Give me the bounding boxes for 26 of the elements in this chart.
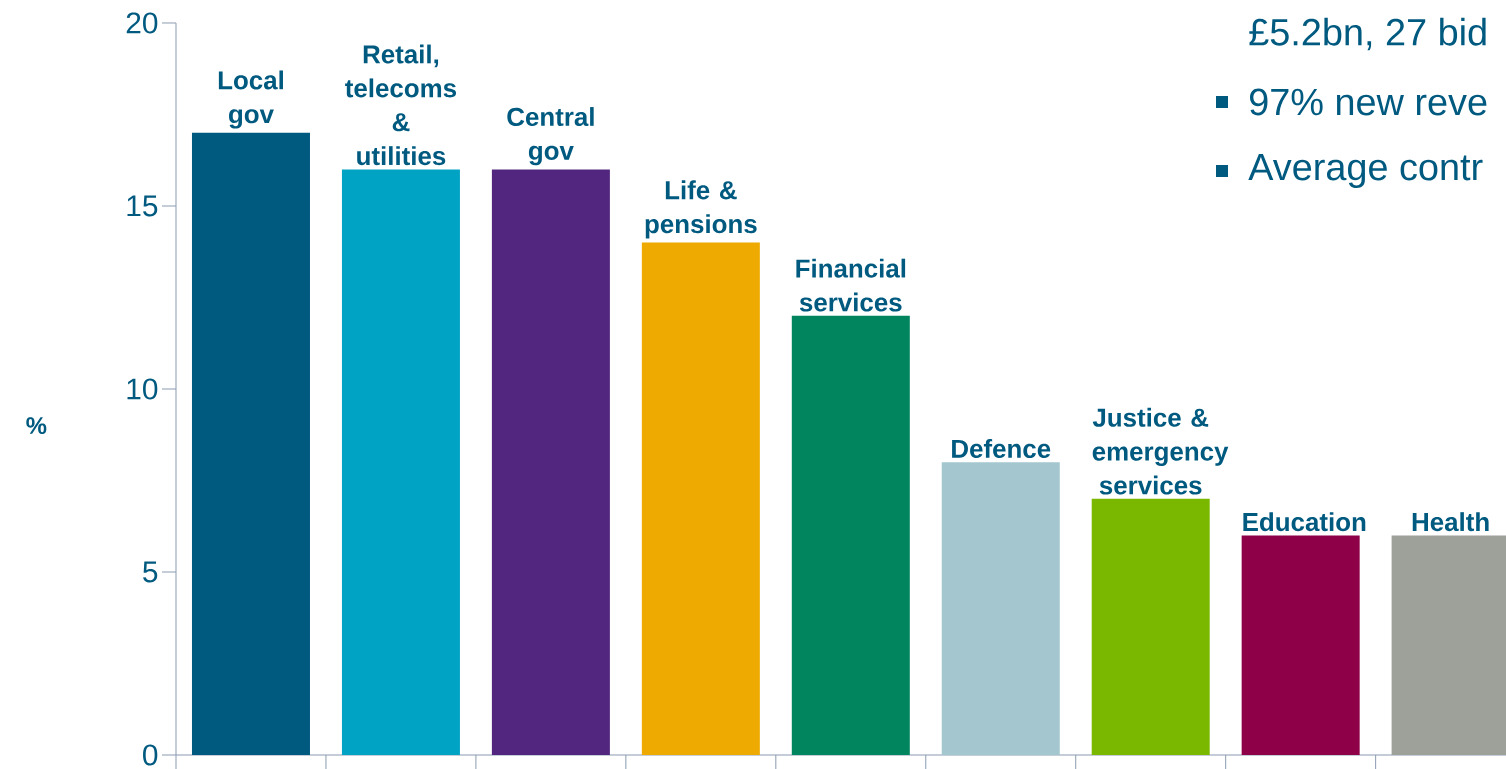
annotation: 97% new reve bbox=[1250, 88, 1487, 116]
bar bbox=[191, 132, 310, 755]
bar bbox=[791, 315, 910, 755]
x-tick-label: Financial services bbox=[796, 258, 906, 312]
y-tick-label: 10 bbox=[127, 378, 158, 400]
y-tick-label: 20 bbox=[126, 12, 158, 34]
x-tick-label: Education bbox=[1243, 512, 1366, 532]
bar bbox=[341, 169, 460, 755]
bar bbox=[1241, 535, 1360, 755]
annotation: £5.2bn, 27 bid bbox=[1249, 17, 1486, 51]
annotation: Average contr bbox=[1248, 154, 1483, 188]
x-tick-label: Retail, telecoms & utilities bbox=[345, 44, 457, 166]
y-tick-label: 0 bbox=[143, 744, 158, 766]
bar bbox=[941, 462, 1060, 755]
bar bbox=[1091, 498, 1210, 755]
bar bbox=[641, 242, 760, 755]
x-tick-label: Justice & emergency services bbox=[1092, 407, 1229, 495]
x-tick-label: Central gov bbox=[507, 107, 594, 166]
y-tick-label: 5 bbox=[143, 561, 158, 583]
y-tick-label: 15 bbox=[127, 195, 158, 217]
y-axis-title: % bbox=[26, 417, 47, 435]
x-tick-label: Life & pensions bbox=[645, 180, 757, 239]
x-tick-label: Local gov bbox=[218, 70, 283, 129]
x-tick-label: Health bbox=[1412, 512, 1489, 532]
x-tick-label: Defence bbox=[952, 438, 1051, 458]
bar bbox=[491, 169, 610, 755]
